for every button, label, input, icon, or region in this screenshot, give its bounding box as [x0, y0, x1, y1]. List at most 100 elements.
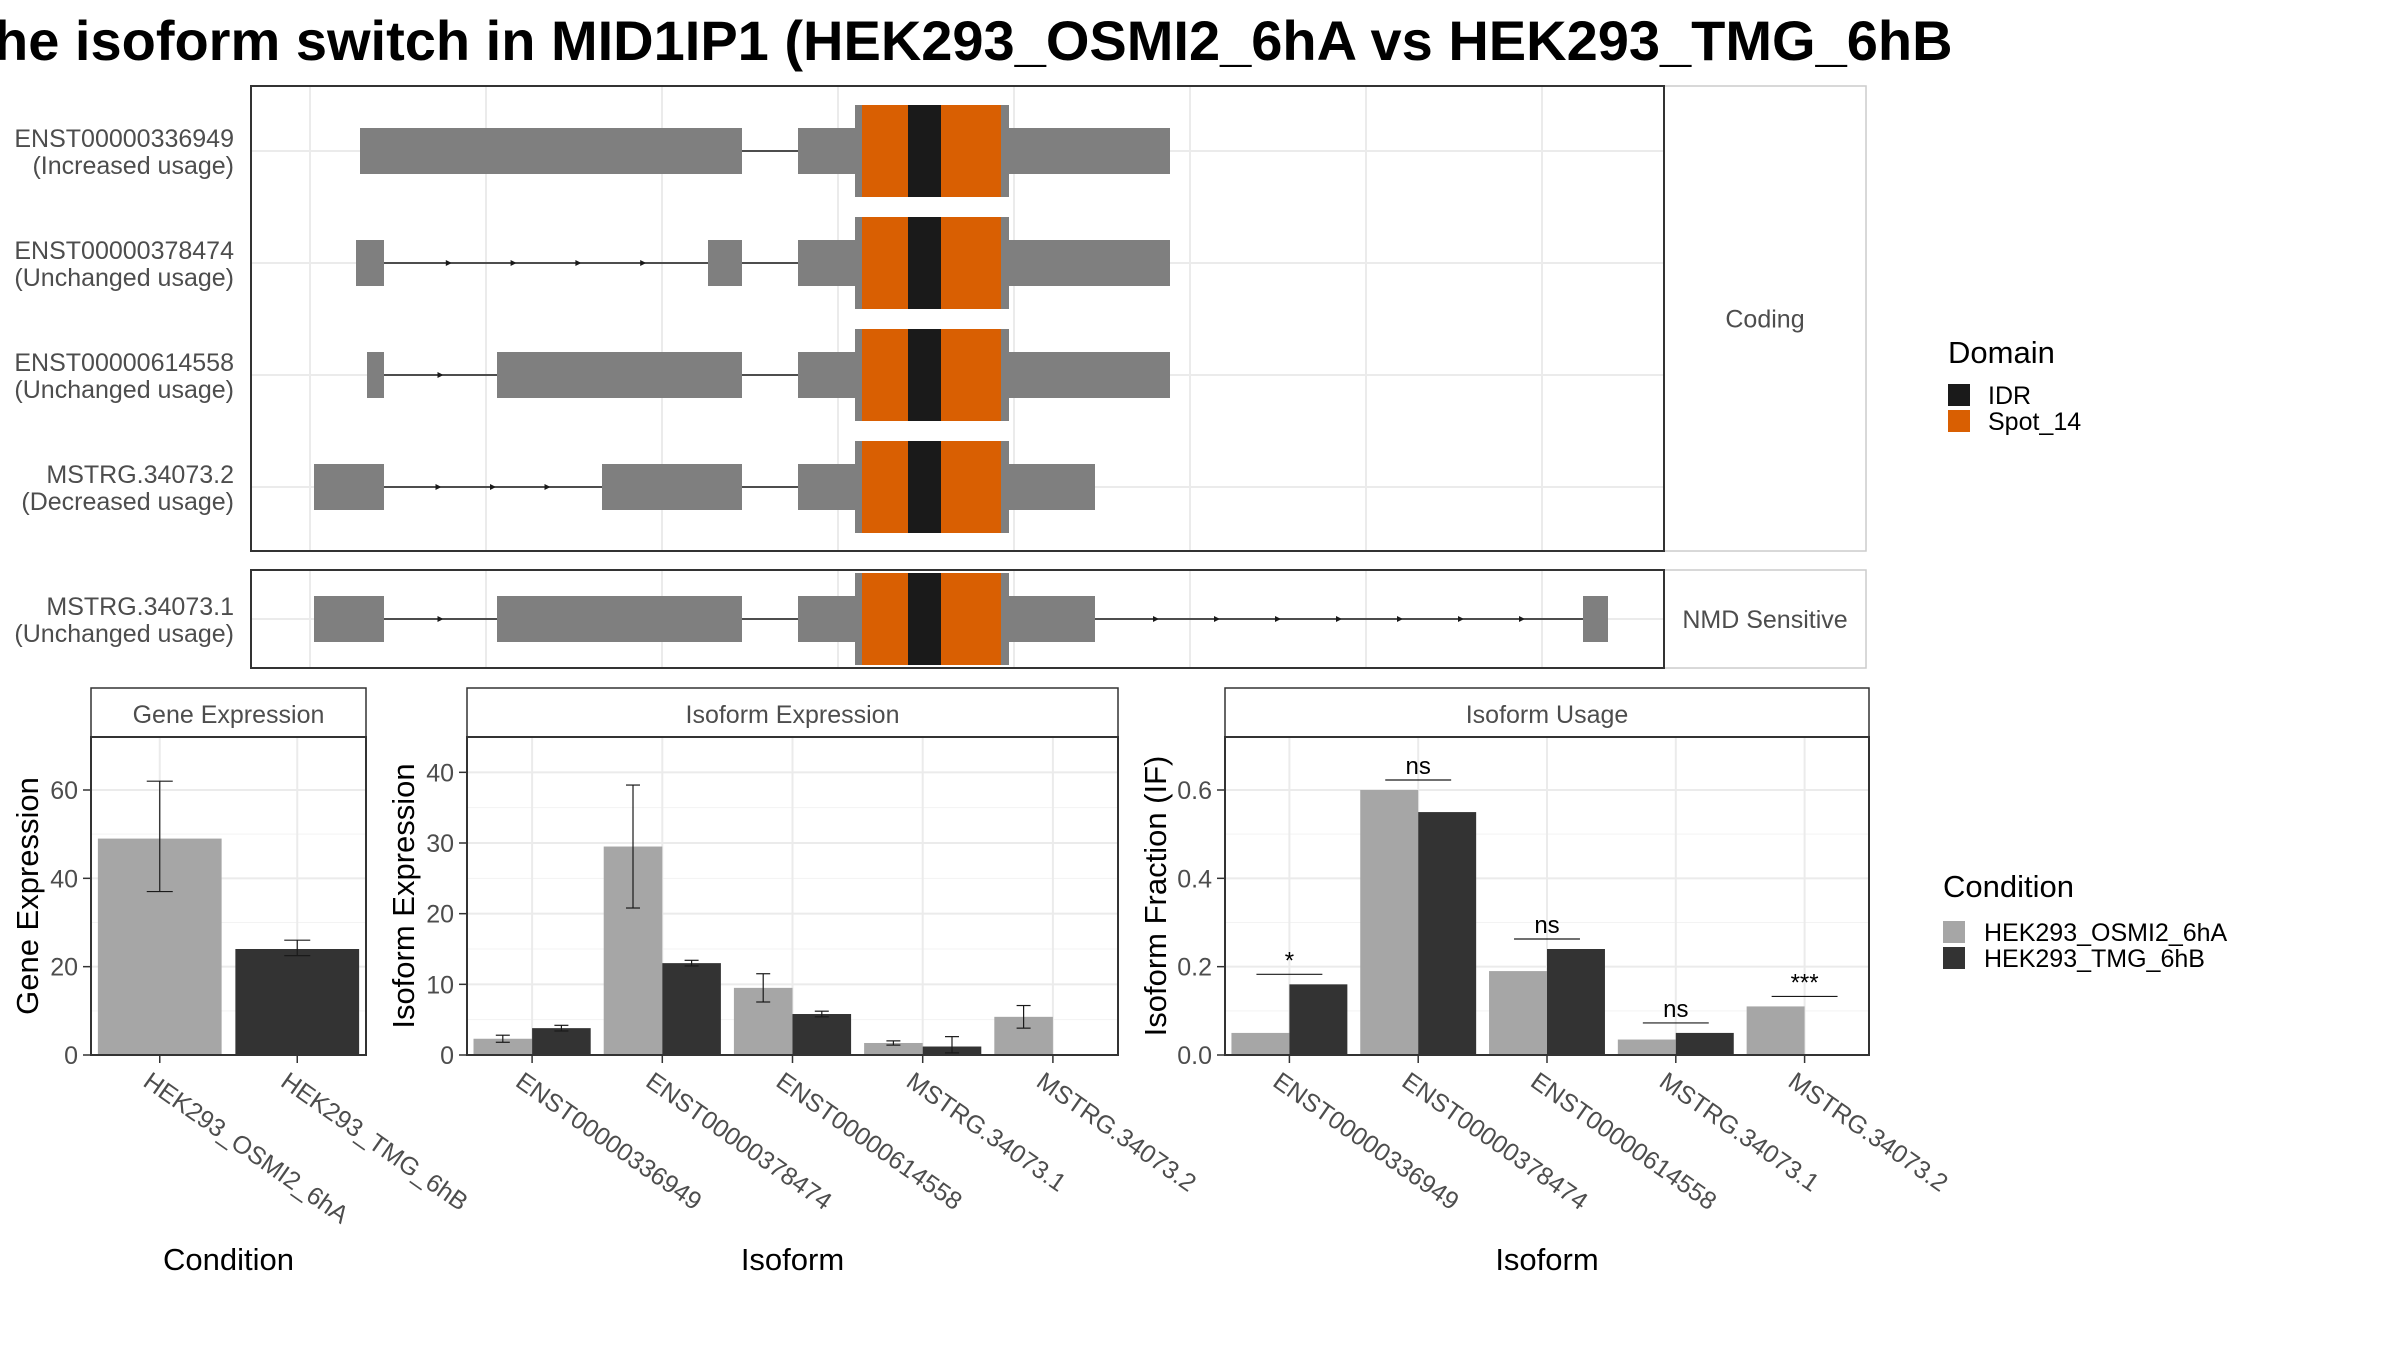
significance-label: ns	[1663, 996, 1688, 1023]
chart-panel-border	[90, 736, 367, 1056]
bar	[1231, 1032, 1290, 1055]
exon-block	[367, 352, 384, 398]
intron-direction-arrow	[1336, 616, 1342, 622]
exon-block	[708, 240, 742, 286]
exon-block	[360, 128, 742, 174]
exon-block	[314, 596, 384, 642]
transcript-id-label: ENST00000336949	[14, 125, 234, 153]
exon-block	[314, 464, 384, 510]
facet-strip-label: NMD Sensitive	[1682, 606, 1847, 634]
exon-block	[1583, 596, 1608, 642]
y-tick-label: 0	[64, 1042, 78, 1070]
condition-legend-swatch	[1943, 921, 1965, 943]
significance-label: ns	[1406, 753, 1431, 780]
condition-legend-label: HEK293_OSMI2_6hA	[1984, 919, 2228, 947]
structure-panel-border-2	[250, 569, 1665, 669]
y-tick-label: 10	[426, 971, 454, 999]
facet-strip-label: Coding	[1725, 306, 1804, 334]
exon-block	[602, 464, 742, 510]
y-tick-label: 0.6	[1177, 777, 1212, 805]
chart-strip-title: Isoform Expression	[686, 701, 900, 729]
significance-label: ns	[1534, 912, 1559, 939]
bar	[473, 1038, 533, 1055]
bar	[1617, 1039, 1676, 1055]
error-bar	[944, 1036, 959, 1054]
bar	[532, 1028, 591, 1055]
spot14-domain-right	[941, 105, 1001, 197]
bar	[1547, 949, 1605, 1055]
intron-direction-arrow	[435, 484, 442, 490]
bar	[1675, 1032, 1734, 1055]
bar	[235, 949, 360, 1055]
exon-block	[497, 596, 742, 642]
x-axis-label: Isoform	[741, 1242, 844, 1277]
error-bar	[495, 1034, 510, 1043]
bar	[662, 963, 721, 1055]
domain-legend-title: Domain	[1948, 335, 2055, 370]
intron-direction-arrow	[1458, 616, 1464, 622]
intron-direction-arrow	[490, 484, 496, 490]
x-axis-label: Isoform	[1495, 1242, 1598, 1277]
condition-legend-title: Condition	[1943, 869, 2074, 904]
bar	[1289, 984, 1348, 1055]
idr-domain	[908, 217, 941, 309]
spot14-domain-right	[941, 441, 1001, 533]
structure-facet-strip-2	[1663, 569, 1867, 669]
spot14-domain-right	[941, 573, 1001, 665]
x-axis-label: Condition	[163, 1242, 294, 1277]
idr-domain	[908, 573, 941, 665]
transcript-usage-label: (Unchanged usage)	[14, 264, 234, 292]
y-tick-label: 0.0	[1177, 1042, 1212, 1070]
intron-direction-arrow	[445, 260, 452, 266]
error-bar	[626, 784, 641, 909]
domain-legend-swatch	[1948, 410, 1970, 432]
condition-legend-label: HEK293_TMG_6hB	[1984, 945, 2205, 973]
chart-panel-border	[1224, 736, 1870, 1056]
chart-panel-border	[466, 736, 1119, 1056]
intron-direction-arrow	[1519, 616, 1525, 622]
chart-strip-title: Isoform Usage	[1466, 701, 1629, 729]
significance-label: *	[1285, 947, 1294, 974]
spot14-domain-left	[862, 573, 908, 665]
error-bar	[886, 1040, 901, 1046]
intron-direction-arrow	[1275, 616, 1281, 622]
error-bar	[146, 780, 173, 893]
bar	[792, 1014, 852, 1055]
condition-legend-swatch	[1943, 947, 1965, 969]
bar	[864, 1042, 923, 1055]
transcript-usage-label: (Decreased usage)	[21, 488, 234, 516]
spot14-domain-left	[862, 105, 908, 197]
intron-direction-arrow	[544, 484, 551, 490]
domain-legend-label: Spot_14	[1988, 408, 2081, 436]
intron-direction-arrow	[575, 260, 582, 266]
y-axis-label: Gene Expression	[10, 777, 45, 1015]
domain-legend-label: IDR	[1988, 382, 2031, 410]
bar	[1360, 790, 1419, 1055]
bar	[1418, 812, 1477, 1055]
bar-chart-isoform-expression: Isoform ExpressionENST00000336949ENST000…	[386, 687, 1201, 1277]
spot14-domain-right	[941, 329, 1001, 421]
spot14-domain-right	[941, 217, 1001, 309]
error-bar	[756, 973, 771, 1003]
y-tick-label: 20	[50, 954, 78, 982]
y-axis-label: Isoform Expression	[386, 763, 421, 1028]
idr-domain	[908, 441, 941, 533]
transcript-usage-label: (Unchanged usage)	[14, 620, 234, 648]
y-tick-label: 0.4	[1177, 865, 1212, 893]
transcript-usage-label: (Unchanged usage)	[14, 376, 234, 404]
structure-facet-strip-1	[1663, 85, 1867, 552]
transcript-usage-label: (Increased usage)	[32, 152, 234, 180]
spot14-domain-left	[862, 329, 908, 421]
spot14-domain-left	[862, 441, 908, 533]
y-tick-label: 60	[50, 777, 78, 805]
y-tick-label: 20	[426, 901, 454, 929]
exon-block	[356, 240, 384, 286]
transcript-id-label: ENST00000378474	[14, 237, 234, 265]
idr-domain	[908, 105, 941, 197]
intron-direction-arrow	[437, 372, 444, 378]
chart-strip-title: Gene Expression	[133, 701, 325, 729]
intron-direction-arrow	[437, 616, 444, 622]
intron-direction-arrow	[510, 260, 517, 266]
